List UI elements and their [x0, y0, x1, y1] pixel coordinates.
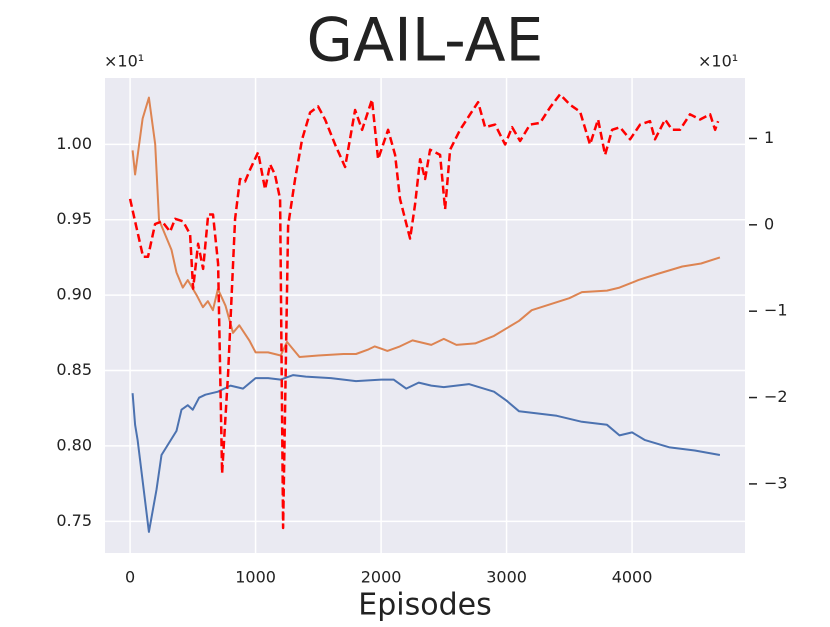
data-line — [131, 96, 721, 358]
y2-offset-label: ×10¹ — [698, 52, 738, 71]
y2-tick-label: 1 — [764, 128, 774, 147]
y-tick-label: 0.80 — [56, 435, 92, 454]
x-axis-label: Episodes — [358, 588, 491, 623]
y-offset-label: ×10¹ — [104, 52, 144, 71]
chart-title: GAIL-AE — [307, 6, 544, 76]
x-tick-label: 1000 — [235, 568, 276, 587]
y2-tick-label: 0 — [764, 214, 774, 233]
y-tick-label: 0.95 — [56, 209, 92, 228]
y2-tick-label: −2 — [764, 387, 788, 406]
plot-background — [105, 78, 745, 553]
y-tick-label: 0.90 — [56, 285, 92, 304]
data-line — [131, 374, 721, 533]
data-line — [128, 93, 720, 530]
y2-tick-label: −1 — [764, 301, 788, 320]
y-tick-label: 0.85 — [56, 360, 92, 379]
x-tick-label: 4000 — [612, 568, 653, 587]
y-tick-label: 1.00 — [56, 134, 92, 153]
x-tick-label: 2000 — [361, 568, 402, 587]
x-tick-label: 0 — [125, 568, 135, 587]
y2-tick-label: −3 — [764, 473, 788, 492]
y-tick-label: 0.75 — [56, 511, 92, 530]
x-tick-label: 3000 — [486, 568, 527, 587]
